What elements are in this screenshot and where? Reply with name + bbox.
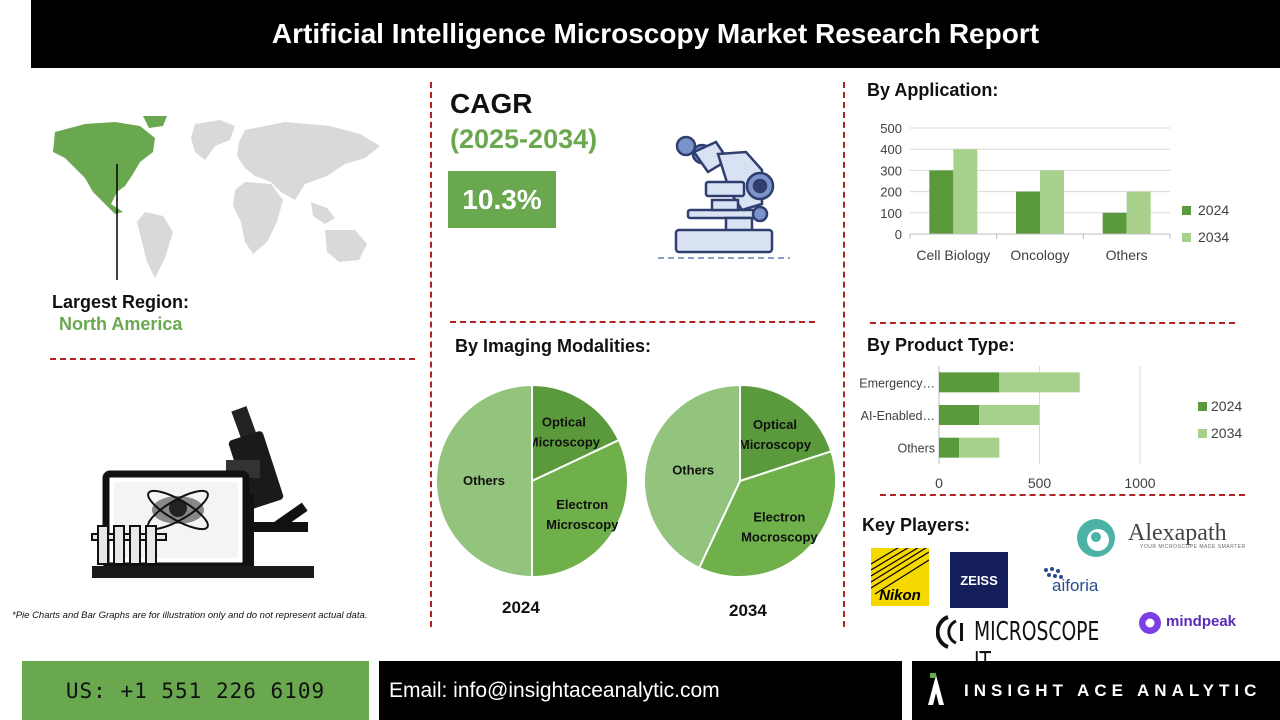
pie-chart-2024: Optical Microscopy Electron Microscopy Other… bbox=[435, 383, 629, 579]
prod-y-tick: AI-Enabled… bbox=[861, 409, 935, 423]
divider-right bbox=[843, 82, 845, 627]
app-x-tick: Cell Biology bbox=[916, 247, 990, 263]
prod-y-tick: Others bbox=[897, 442, 935, 456]
pie-slice bbox=[435, 383, 533, 579]
microscopeit-logo: MICROSCOPE IT bbox=[936, 613, 1126, 677]
cagr-period: (2025-2034) bbox=[450, 124, 598, 154]
lab-microscope-illustration bbox=[91, 406, 314, 578]
microscopeit-logo-text: MICROSCOPE IT bbox=[974, 617, 1100, 677]
disclaimer: *Pie Charts and Bar Graphs are for illus… bbox=[12, 610, 368, 621]
prod-x-tick: 1000 bbox=[1124, 475, 1155, 491]
prod-bar-2024 bbox=[939, 405, 980, 425]
prod-legend-label-2024: 2024 bbox=[1211, 398, 1242, 414]
pie-slice bbox=[739, 383, 833, 483]
prod-y-tick: Emergency… bbox=[859, 376, 935, 390]
divider-left bbox=[430, 82, 432, 627]
alexapath-logo-text: Alexapath bbox=[1128, 520, 1227, 546]
prod-legend-swatch-2024 bbox=[1198, 402, 1207, 411]
brand-name: INSIGHT ACE ANALYTIC bbox=[964, 680, 1262, 700]
app-y-tick: 100 bbox=[880, 206, 902, 221]
divider-application bbox=[870, 322, 1235, 324]
prod-x-tick: 500 bbox=[1028, 475, 1052, 491]
prod-bar-2034 bbox=[959, 437, 1000, 458]
application-bar-chart: 0 100 200 300 400 500 Cell Biology Oncology Othe… bbox=[880, 121, 1229, 263]
divider-region bbox=[50, 358, 415, 360]
pie-slice-label: Others bbox=[672, 463, 714, 478]
app-bar-2034 bbox=[953, 149, 978, 234]
zeiss-logo: ZEISS bbox=[950, 552, 1008, 608]
app-bar-2024 bbox=[1016, 191, 1040, 234]
footer-email[interactable]: Email: info@insightaceanalytic.com bbox=[379, 661, 902, 720]
pie-slice-label: Others bbox=[463, 473, 505, 488]
app-y-tick: 300 bbox=[880, 163, 902, 178]
key-players-title: Key Players: bbox=[862, 515, 971, 535]
alexapath-tagline: YOUR MICROSCOPE MADE SMARTER bbox=[1140, 544, 1246, 550]
prod-x-tick: 0 bbox=[935, 475, 943, 491]
nikon-logo-text: Nikon bbox=[879, 587, 921, 604]
divider-cagr bbox=[450, 321, 815, 323]
footer-brand: INSIGHT ACE ANALYTIC bbox=[912, 661, 1280, 720]
pie-slice-label: Optical Microscopy bbox=[528, 415, 601, 450]
aiforia-logo-text: aiforia bbox=[1052, 576, 1099, 595]
app-x-tick: Others bbox=[1106, 247, 1148, 263]
pie-slice-label: Electron Mocroscopy bbox=[741, 510, 818, 545]
microscope-icon bbox=[658, 135, 790, 259]
app-y-tick: 500 bbox=[880, 121, 902, 136]
divider-product bbox=[880, 494, 1245, 496]
pie-year-2034: 2034 bbox=[729, 601, 767, 620]
app-bar-2024 bbox=[1102, 212, 1127, 234]
pie-slice bbox=[697, 450, 837, 578]
app-y-tick: 200 bbox=[880, 185, 902, 200]
prod-bar-2024 bbox=[939, 437, 960, 458]
alexapath-mark-icon bbox=[1077, 519, 1115, 557]
pie-slice-label: Optical Microscopy bbox=[739, 417, 812, 452]
app-bar-2024 bbox=[929, 170, 954, 234]
app-bar-2034 bbox=[1126, 191, 1151, 234]
prod-legend-label-2034: 2034 bbox=[1211, 425, 1242, 441]
prod-bar-2024 bbox=[939, 372, 1000, 393]
pie-year-2024: 2024 bbox=[502, 598, 540, 617]
pie-slice bbox=[531, 438, 629, 579]
nikon-logo: Nikon bbox=[871, 548, 929, 606]
app-legend-label-2034: 2034 bbox=[1198, 229, 1229, 245]
region-value: North America bbox=[59, 314, 183, 334]
app-bar-2034 bbox=[1040, 170, 1064, 234]
prod-bar-2034 bbox=[979, 405, 1040, 425]
app-y-tick: 400 bbox=[880, 142, 902, 157]
app-y-tick: 0 bbox=[895, 227, 902, 242]
prod-bar-2034 bbox=[999, 372, 1080, 393]
pie-chart-2034: Optical Microscopy Electron Mocroscopy Other… bbox=[643, 383, 837, 578]
page-title: Artificial Intelligence Microscopy Marke… bbox=[31, 0, 1280, 68]
product-title: By Product Type: bbox=[867, 335, 1015, 355]
footer-phone[interactable]: US: +1 551 226 6109 bbox=[22, 661, 369, 720]
aiforia-dots-icon bbox=[1044, 567, 1063, 579]
app-legend-label-2024: 2024 bbox=[1198, 202, 1229, 218]
app-legend-swatch-2024 bbox=[1182, 206, 1191, 215]
pie-slice bbox=[531, 383, 621, 483]
mindpeak-mark-icon bbox=[1139, 612, 1161, 634]
app-legend-swatch-2034 bbox=[1182, 233, 1191, 242]
zeiss-logo-text: ZEISS bbox=[960, 572, 998, 588]
cagr-value: 10.3% bbox=[448, 171, 556, 228]
modalities-title: By Imaging Modalities: bbox=[455, 336, 652, 356]
pie-slice-label: Electron Microscopy bbox=[546, 497, 619, 532]
pie-slice bbox=[643, 383, 741, 570]
mindpeak-logo: mindpeak bbox=[1138, 610, 1248, 636]
app-x-tick: Oncology bbox=[1010, 247, 1069, 263]
alexapath-logo: Alexapath YOUR MICROSCOPE MADE SMARTER bbox=[1074, 516, 1254, 562]
cagr-title: CAGR bbox=[450, 88, 533, 119]
product-bar-chart: 0 500 1000 Emergency… AI-Enabled… Others 2024 2… bbox=[859, 366, 1242, 491]
application-title: By Application: bbox=[867, 80, 999, 100]
region-label: Largest Region: bbox=[52, 292, 190, 312]
prod-legend-swatch-2034 bbox=[1198, 429, 1207, 438]
mindpeak-logo-text: mindpeak bbox=[1166, 613, 1237, 630]
microscopeit-bracket-icon bbox=[936, 615, 963, 649]
world-map bbox=[53, 116, 380, 280]
brand-logo-icon bbox=[928, 673, 944, 705]
